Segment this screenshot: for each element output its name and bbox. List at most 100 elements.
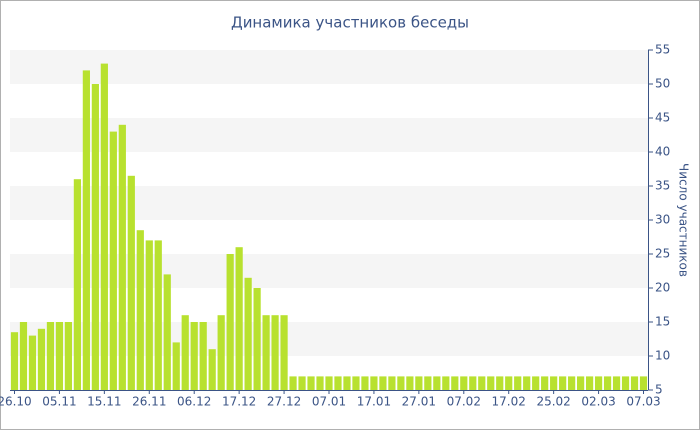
- bar: [612, 376, 621, 390]
- x-tick-label: 07.03: [626, 395, 660, 409]
- bar: [37, 328, 46, 390]
- y-tick-label: 25: [655, 247, 670, 261]
- y-tick-label: 55: [655, 43, 670, 57]
- y-tick-label: 15: [655, 315, 670, 329]
- bar: [82, 70, 90, 391]
- bar: [505, 376, 513, 390]
- bar: [19, 322, 28, 390]
- bar: [514, 376, 522, 390]
- y-tick-label: 20: [655, 281, 670, 295]
- x-tick-label: 06.12: [177, 395, 211, 409]
- bar: [73, 179, 81, 390]
- bar: [397, 376, 405, 390]
- bar: [424, 376, 432, 390]
- y-tick-label: 30: [655, 213, 670, 227]
- bar: [469, 376, 477, 390]
- x-tick-label: 05.11: [42, 395, 76, 409]
- bar: [550, 376, 558, 390]
- bar: [406, 376, 414, 390]
- bar: [621, 376, 630, 390]
- bar: [280, 315, 288, 390]
- y-axis-label: Число участников: [677, 163, 691, 277]
- bar: [136, 230, 144, 390]
- bar: [235, 247, 243, 390]
- bar: [316, 376, 324, 390]
- x-tick-label: 02.03: [581, 395, 615, 409]
- bar: [496, 376, 504, 390]
- bar: [262, 315, 270, 390]
- bar: [442, 376, 450, 390]
- bar: [172, 342, 180, 390]
- bar: [163, 274, 171, 390]
- bar: [577, 376, 585, 390]
- bar: [415, 376, 423, 390]
- x-tick-label: 15.11: [87, 395, 121, 409]
- bar: [91, 84, 99, 390]
- bar: [10, 332, 19, 390]
- bar: [630, 376, 639, 390]
- bar: [307, 376, 315, 390]
- bar: [334, 376, 342, 390]
- bar: [253, 288, 261, 390]
- bar: [433, 376, 441, 390]
- bar: [100, 63, 108, 390]
- y-tick-label: 40: [655, 145, 670, 159]
- y-tick-label: 5: [655, 383, 663, 397]
- bar: [343, 376, 351, 390]
- bar: [487, 376, 495, 390]
- x-tick-label: 17.12: [222, 395, 256, 409]
- y-tick-label: 45: [655, 111, 670, 125]
- bar: [55, 322, 64, 390]
- chart-title: Динамика участников беседы: [231, 14, 469, 32]
- bar: [118, 124, 126, 391]
- x-tick-label: 17.01: [357, 395, 391, 409]
- x-tick-label: 27.01: [402, 395, 436, 409]
- bar: [451, 376, 459, 390]
- x-tick-label: 26.10: [0, 395, 32, 409]
- bar: [388, 376, 396, 390]
- bar: [361, 376, 369, 390]
- y-tick-label: 35: [655, 179, 670, 193]
- bar: [568, 376, 576, 390]
- bar: [199, 322, 207, 390]
- bar: [46, 322, 55, 390]
- bar: [460, 376, 468, 390]
- x-tick-label: 17.02: [492, 395, 526, 409]
- y-tick-label: 10: [655, 349, 670, 363]
- x-tick-label: 07.01: [312, 395, 346, 409]
- bar: [541, 376, 549, 390]
- bar: [28, 335, 37, 390]
- bar: [181, 315, 189, 390]
- bar: [289, 376, 297, 390]
- bar: [145, 240, 153, 390]
- bar: [64, 322, 73, 390]
- bar: [603, 376, 612, 390]
- bar: [109, 131, 117, 390]
- bar: [559, 376, 567, 390]
- bar: [639, 376, 648, 390]
- bar: [127, 175, 135, 390]
- x-tick-label: 26.11: [132, 395, 166, 409]
- bar: [478, 376, 486, 390]
- bar: [585, 376, 594, 390]
- x-tick-label: 25.02: [536, 395, 570, 409]
- x-tick-label: 07.02: [447, 395, 481, 409]
- bar: [523, 376, 531, 390]
- bar: [532, 376, 540, 390]
- bar: [325, 376, 333, 390]
- x-tick-label: 27.12: [267, 395, 301, 409]
- bar: [190, 322, 198, 390]
- bar: [244, 277, 252, 390]
- bar: [226, 254, 234, 390]
- grid-band: [10, 50, 648, 84]
- bar: [370, 376, 378, 390]
- bar: [208, 349, 216, 390]
- bar: [298, 376, 306, 390]
- bar: [594, 376, 603, 390]
- bar: [352, 376, 360, 390]
- bar: [154, 240, 162, 390]
- bar: [217, 315, 225, 390]
- bar: [379, 376, 387, 390]
